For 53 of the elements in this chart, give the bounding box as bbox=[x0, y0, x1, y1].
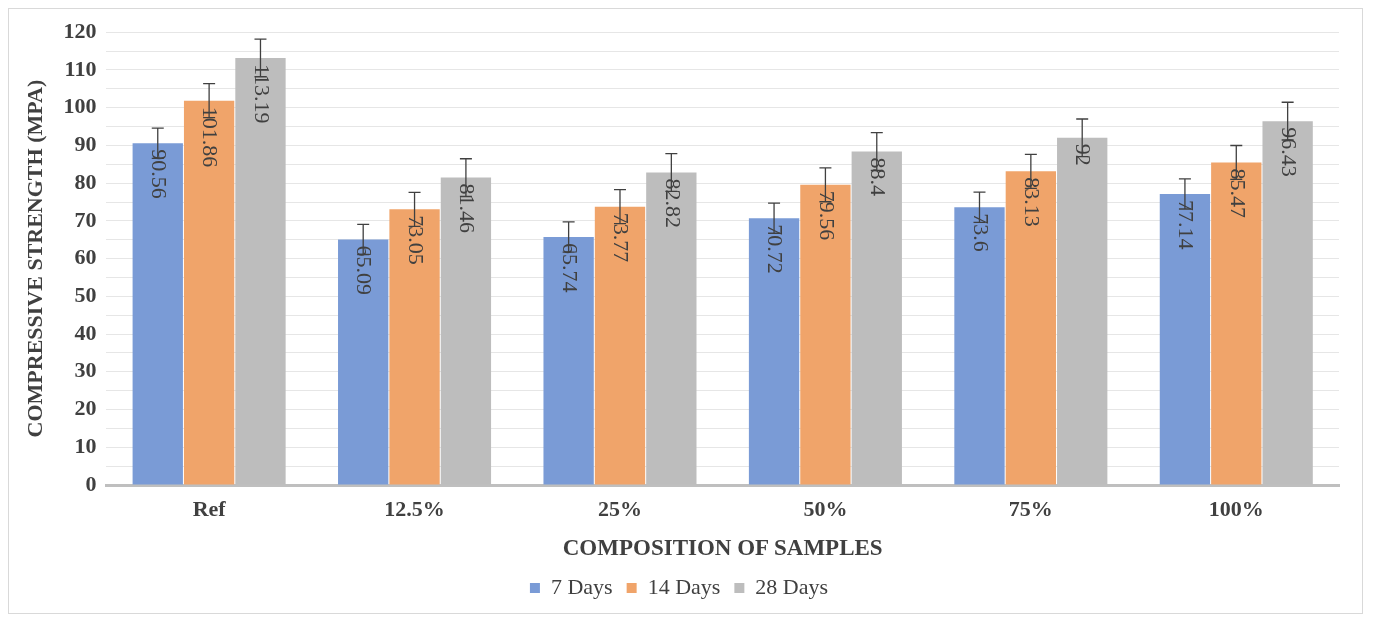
data-label: 65.74 bbox=[557, 242, 583, 293]
y-tick-label: 30 bbox=[74, 357, 97, 383]
data-label: 73.05 bbox=[403, 215, 429, 265]
data-label: 77.14 bbox=[1174, 199, 1200, 250]
data-label: 70.72 bbox=[763, 224, 789, 274]
y-tick-label: 10 bbox=[74, 432, 97, 458]
legend-label: 7 Days bbox=[550, 573, 613, 599]
data-label: 96.43 bbox=[1276, 127, 1302, 177]
bar bbox=[389, 209, 440, 485]
bar bbox=[1159, 193, 1211, 485]
legend-label: 28 Days bbox=[755, 573, 829, 599]
data-label: 83.13 bbox=[1020, 177, 1046, 227]
data-label: 73.6 bbox=[968, 213, 994, 252]
x-tick-label: 50% bbox=[803, 495, 848, 521]
y-axis-title: COMPRESSIVE STRENGTH (MPA) bbox=[21, 79, 47, 438]
x-tick-label: 100% bbox=[1208, 495, 1264, 521]
data-label: 85.47 bbox=[1225, 168, 1251, 218]
x-axis-title: COMPOSITION OF SAMPLES bbox=[562, 535, 883, 561]
y-tick-label: 70 bbox=[74, 206, 97, 232]
data-label: 65.09 bbox=[352, 245, 378, 295]
y-tick-label: 120 bbox=[63, 17, 97, 43]
bar bbox=[594, 206, 646, 485]
x-tick-label: 25% bbox=[597, 495, 642, 521]
y-tick-label: 100 bbox=[63, 93, 97, 119]
y-tick-label: 90 bbox=[74, 131, 97, 157]
bar bbox=[954, 207, 1005, 485]
y-tick-label: 110 bbox=[64, 55, 97, 81]
x-tick-label: 75% bbox=[1008, 495, 1053, 521]
y-tick-label: 40 bbox=[74, 319, 97, 345]
y-tick-label: 20 bbox=[74, 395, 97, 421]
y-tick-label: 0 bbox=[85, 470, 97, 496]
data-label: 113.19 bbox=[249, 63, 275, 124]
bar bbox=[543, 236, 594, 485]
data-label: 79.56 bbox=[814, 190, 840, 241]
y-tick-label: 60 bbox=[74, 244, 97, 270]
data-label: 92 bbox=[1071, 143, 1097, 166]
bar bbox=[338, 239, 389, 485]
data-label: 73.77 bbox=[609, 212, 635, 263]
data-label: 81.46 bbox=[455, 183, 481, 234]
x-tick-label: 12.5% bbox=[384, 495, 445, 521]
data-label: 101.86 bbox=[198, 106, 224, 168]
legend-label: 14 Days bbox=[647, 573, 721, 599]
data-label: 82.82 bbox=[660, 178, 686, 228]
data-label: 90.56 bbox=[146, 149, 172, 199]
y-tick-label: 80 bbox=[74, 168, 97, 194]
bar bbox=[1005, 171, 1057, 485]
bar bbox=[748, 218, 800, 485]
bar bbox=[183, 100, 235, 485]
bar bbox=[800, 184, 851, 485]
y-tick-label: 50 bbox=[74, 282, 97, 308]
bar bbox=[1211, 162, 1262, 485]
bar bbox=[132, 143, 183, 485]
x-tick-label: Ref bbox=[192, 495, 227, 521]
